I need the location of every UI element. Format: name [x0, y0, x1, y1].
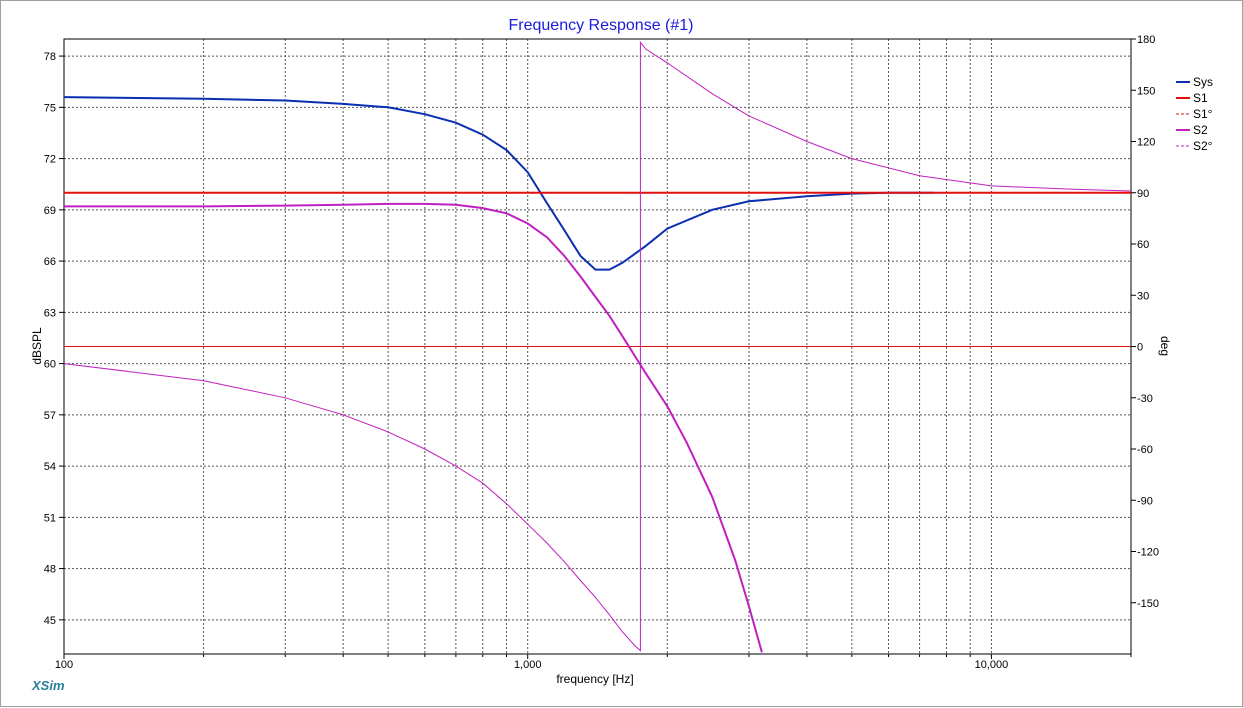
legend-label: S2° — [1193, 139, 1213, 153]
y2-tick-label: -150 — [1137, 598, 1159, 610]
series-lines — [64, 41, 1131, 653]
legend-label: S2 — [1193, 123, 1208, 137]
legend-label: S1 — [1193, 91, 1208, 105]
y-tick-label: 48 — [44, 564, 56, 576]
x-axis-label: frequency [Hz] — [556, 672, 633, 686]
grid — [64, 39, 1131, 654]
y2-tick-label: 120 — [1137, 137, 1155, 149]
y-tick-label: 66 — [44, 256, 56, 268]
y2-tick-label: 30 — [1137, 290, 1149, 302]
y2-tick-label: -30 — [1137, 393, 1153, 405]
y2-tick-label: -60 — [1137, 444, 1153, 456]
y-tick-label: 51 — [44, 512, 56, 524]
legend-label: Sys — [1193, 75, 1213, 89]
xsim-logo: XSim — [31, 678, 65, 693]
y-tick-label: 72 — [44, 154, 56, 166]
series-sys — [64, 96, 934, 271]
x-tick-label: 1,000 — [514, 659, 542, 671]
chart-title: Frequency Response (#1) — [509, 17, 694, 34]
legend-label: S1° — [1193, 107, 1213, 121]
y-tick-label: 57 — [44, 410, 56, 422]
y-tick-label: 78 — [44, 51, 56, 63]
x-tick-label: 100 — [55, 659, 73, 671]
y2-tick-label: -120 — [1137, 547, 1159, 559]
series-s2-phase — [64, 41, 1131, 652]
y-tick-label: 69 — [44, 205, 56, 217]
y2-tick-label: 180 — [1137, 34, 1155, 46]
y2-tick-label: -90 — [1137, 495, 1153, 507]
y-tick-label: 60 — [44, 359, 56, 371]
y2-axis-label: deg — [1158, 336, 1172, 356]
y2-axis-ticks: 180 150 120 90 60 30 0 -30 -60 -90 -120 -150 — [1131, 34, 1159, 610]
y-tick-label: 54 — [44, 461, 56, 473]
y-axis-label: dBSPL — [30, 327, 44, 365]
legend: Sys S1 S1° S2 S2° — [1176, 75, 1213, 153]
y-tick-label: 75 — [44, 102, 56, 114]
y2-tick-label: 150 — [1137, 85, 1155, 97]
y2-tick-label: 90 — [1137, 188, 1149, 200]
y2-tick-label: 60 — [1137, 239, 1149, 251]
x-axis-ticks: 100 1,000 10,000 — [55, 654, 1132, 671]
y-axis-ticks: 45 48 51 54 57 60 63 66 69 72 75 78 — [44, 51, 64, 627]
y-tick-label: 63 — [44, 307, 56, 319]
x-tick-label: 10,000 — [975, 659, 1009, 671]
y2-tick-label: 0 — [1137, 342, 1143, 354]
y-tick-label: 45 — [44, 615, 56, 627]
series-s2 — [64, 202, 763, 653]
